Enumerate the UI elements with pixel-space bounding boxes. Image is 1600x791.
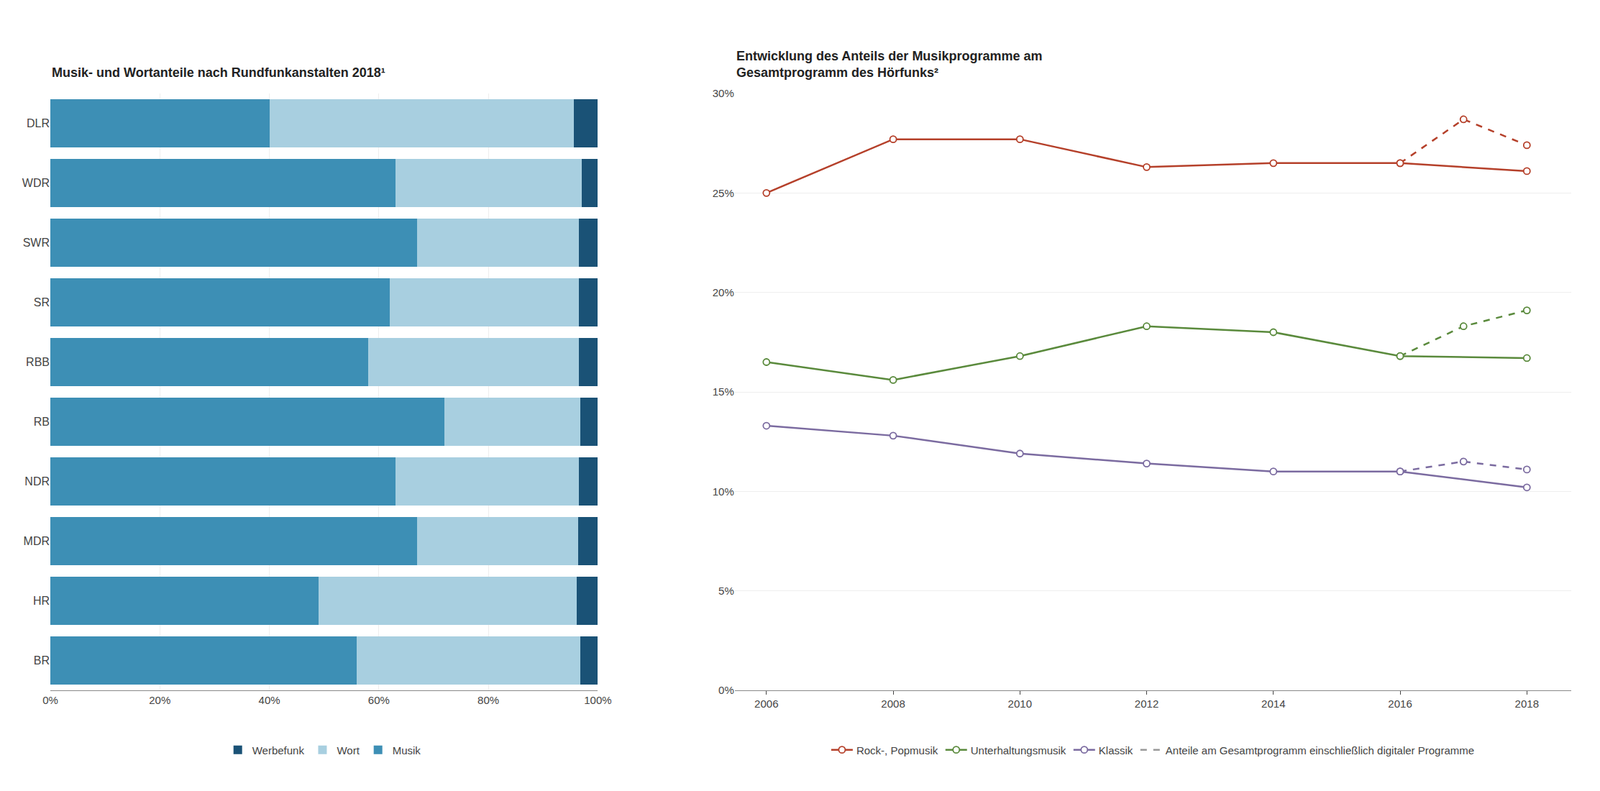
svg-text:Klassik: Klassik <box>1098 744 1134 757</box>
svg-text:2008: 2008 <box>880 697 905 710</box>
svg-text:Werbefunk: Werbefunk <box>252 744 305 757</box>
svg-text:Musik- und Wortanteile nach Ru: Musik- und Wortanteile nach Rundfunkanst… <box>51 65 386 80</box>
svg-text:NDR: NDR <box>24 475 50 488</box>
svg-text:SWR: SWR <box>23 236 50 249</box>
svg-text:MDR: MDR <box>23 535 50 548</box>
svg-text:2018: 2018 <box>1515 697 1539 710</box>
svg-text:20%: 20% <box>148 693 171 707</box>
svg-text:Unterhaltungsmusik: Unterhaltungsmusik <box>970 744 1067 757</box>
svg-text:Entwicklung des Anteils der Mu: Entwicklung des Anteils der Musikprogram… <box>736 48 1042 80</box>
svg-text:15%: 15% <box>712 385 735 398</box>
svg-text:30%: 30% <box>712 87 735 100</box>
svg-text:SR: SR <box>33 296 50 309</box>
svg-text:80%: 80% <box>477 693 500 707</box>
svg-text:40%: 40% <box>258 693 281 707</box>
svg-text:0%: 0% <box>42 693 59 707</box>
svg-text:60%: 60% <box>368 693 390 707</box>
svg-text:2012: 2012 <box>1134 697 1159 710</box>
svg-text:2016: 2016 <box>1387 697 1412 710</box>
svg-text:10%: 10% <box>712 485 735 498</box>
svg-text:Wort: Wort <box>336 744 360 757</box>
svg-text:100%: 100% <box>583 693 612 707</box>
svg-text:2010: 2010 <box>1008 697 1032 710</box>
svg-text:RBB: RBB <box>25 355 50 369</box>
svg-text:RB: RB <box>33 415 50 428</box>
svg-text:5%: 5% <box>718 584 735 597</box>
svg-text:WDR: WDR <box>22 176 50 190</box>
svg-text:HR: HR <box>33 594 50 607</box>
svg-text:Rock-, Popmusik: Rock-, Popmusik <box>856 744 939 757</box>
svg-text:Musik: Musik <box>392 744 422 757</box>
svg-text:25%: 25% <box>712 186 735 200</box>
svg-text:DLR: DLR <box>26 117 50 130</box>
svg-text:2014: 2014 <box>1261 697 1286 710</box>
svg-text:0%: 0% <box>718 683 735 697</box>
svg-text:20%: 20% <box>712 286 735 299</box>
svg-text:2006: 2006 <box>754 697 779 710</box>
svg-text:BR: BR <box>33 654 50 667</box>
svg-text:Anteile am Gesamtprogramm eins: Anteile am Gesamtprogramm einschließlich… <box>1165 744 1475 757</box>
